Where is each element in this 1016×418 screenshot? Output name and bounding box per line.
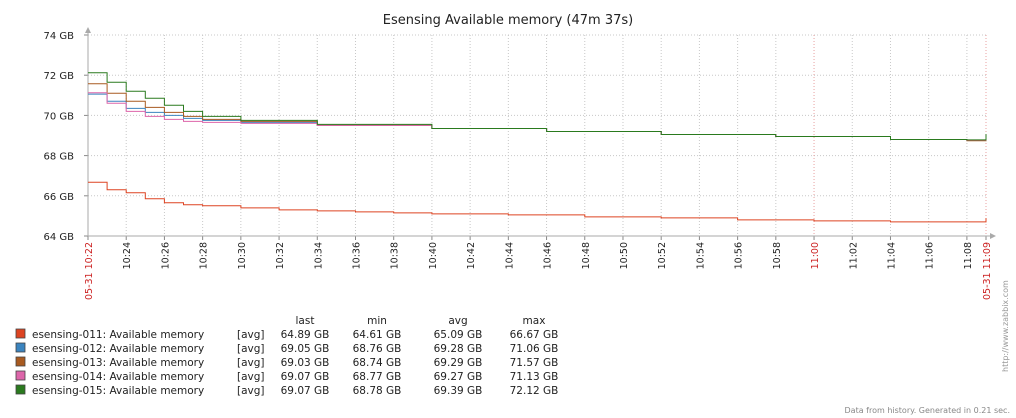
y-tick-label: 64 GB	[43, 232, 74, 243]
legend-series-func: [avg]	[237, 371, 265, 383]
y-tick-label: 74 GB	[43, 31, 74, 42]
legend-value-max: 66.67 GB	[510, 329, 559, 341]
x-tick-label: 10:32	[275, 242, 286, 269]
x-tick-label: 11:00	[810, 242, 821, 269]
x-tick-label: 10:54	[695, 242, 706, 269]
y-tick-label: 70 GB	[43, 111, 74, 122]
legend-header-avg: avg	[448, 315, 467, 327]
legend-series-func: [avg]	[237, 357, 265, 369]
legend-series-name: esensing-011: Available memory	[32, 329, 204, 341]
footer-note: Data from history. Generated in 0.21 sec…	[845, 406, 1010, 415]
x-tick-label: 10:30	[237, 242, 248, 269]
series-lines	[88, 72, 987, 223]
legend-swatch-1	[15, 328, 26, 339]
x-tick-label: 10:52	[657, 242, 668, 269]
legend-value-min: 64.61 GB	[353, 329, 402, 341]
legend-value-min: 68.74 GB	[353, 357, 402, 369]
y-axis-arrow	[85, 27, 91, 33]
legend-value-min: 68.76 GB	[353, 343, 402, 355]
legend-swatch-3	[15, 356, 26, 367]
legend-header-last: last	[296, 315, 315, 327]
legend-value-last: 69.05 GB	[281, 343, 330, 355]
legend-swatch-5	[15, 384, 26, 395]
series-line-1	[88, 181, 987, 223]
x-tick-label: 10:24	[122, 242, 133, 269]
legend-series-name: esensing-013: Available memory	[32, 357, 204, 369]
y-tick-label: 72 GB	[43, 71, 74, 82]
x-tick-label: 11:08	[963, 242, 974, 269]
legend-swatch-4	[15, 370, 26, 381]
legend-value-min: 68.78 GB	[353, 385, 402, 397]
legend-header-min: min	[367, 315, 387, 327]
legend-series-name: esensing-014: Available memory	[32, 371, 204, 383]
x-axis-arrow	[990, 233, 996, 239]
x-tick-label: 10:26	[160, 242, 171, 269]
x-tick-label: 10:28	[199, 242, 210, 269]
legend-series-func: [avg]	[237, 385, 265, 397]
x-tick-label: 05-31 11:09	[982, 242, 993, 300]
legend-value-avg: 69.27 GB	[434, 371, 483, 383]
series-line-5	[88, 72, 987, 141]
legend: last min avg max esensing-011: Available mem…	[15, 315, 559, 397]
x-tick-label: 10:34	[313, 242, 324, 269]
chart-title: Esensing Available memory (47m 37s)	[383, 13, 633, 28]
legend-value-max: 71.57 GB	[510, 357, 559, 369]
y-tick-label: 68 GB	[43, 152, 74, 163]
x-tick-label: 10:58	[772, 242, 783, 269]
x-tick-label: 10:46	[543, 242, 554, 269]
legend-value-avg: 69.28 GB	[434, 343, 483, 355]
x-tick-label: 10:48	[581, 242, 592, 269]
legend-value-avg: 65.09 GB	[434, 329, 483, 341]
x-tick-label: 10:40	[428, 242, 439, 269]
plot-background	[88, 35, 986, 236]
legend-value-max: 71.13 GB	[510, 371, 559, 383]
plot-area	[88, 35, 986, 236]
x-tick-label: 10:56	[734, 242, 745, 269]
legend-value-min: 68.77 GB	[353, 371, 402, 383]
legend-series-func: [avg]	[237, 343, 265, 355]
legend-value-last: 69.03 GB	[281, 357, 330, 369]
legend-value-avg: 69.39 GB	[434, 385, 483, 397]
legend-series-name: esensing-012: Available memory	[32, 343, 204, 355]
x-tick-label: 10:50	[619, 242, 630, 269]
legend-value-last: 69.07 GB	[281, 371, 330, 383]
x-tick-label: 11:06	[925, 242, 936, 269]
legend-series-func: [avg]	[237, 329, 265, 341]
x-tick-label: 10:42	[466, 242, 477, 269]
x-tick-label: 11:02	[848, 242, 859, 269]
legend-series-name: esensing-015: Available memory	[32, 385, 204, 397]
legend-value-max: 72.12 GB	[510, 385, 559, 397]
legend-header-max: max	[523, 315, 546, 327]
x-tick-label: 10:44	[504, 242, 515, 269]
side-caption: http://www.zabbix.com	[1001, 280, 1010, 372]
legend-value-last: 64.89 GB	[281, 329, 330, 341]
x-tick-label: 10:36	[351, 242, 362, 269]
x-tick-label: 10:38	[390, 242, 401, 269]
y-tick-label: 66 GB	[43, 192, 74, 203]
legend-value-avg: 69.29 GB	[434, 357, 483, 369]
legend-value-max: 71.06 GB	[510, 343, 559, 355]
legend-value-last: 69.07 GB	[281, 385, 330, 397]
x-tick-label: 11:04	[886, 242, 897, 269]
x-tick-label: 05-31 10:22	[84, 242, 95, 300]
axes: 64 GB 66 GB 68 GB 70 GB 72 GB 74 GB 05-31 10:2…	[43, 27, 996, 300]
legend-swatch-2	[15, 342, 26, 353]
